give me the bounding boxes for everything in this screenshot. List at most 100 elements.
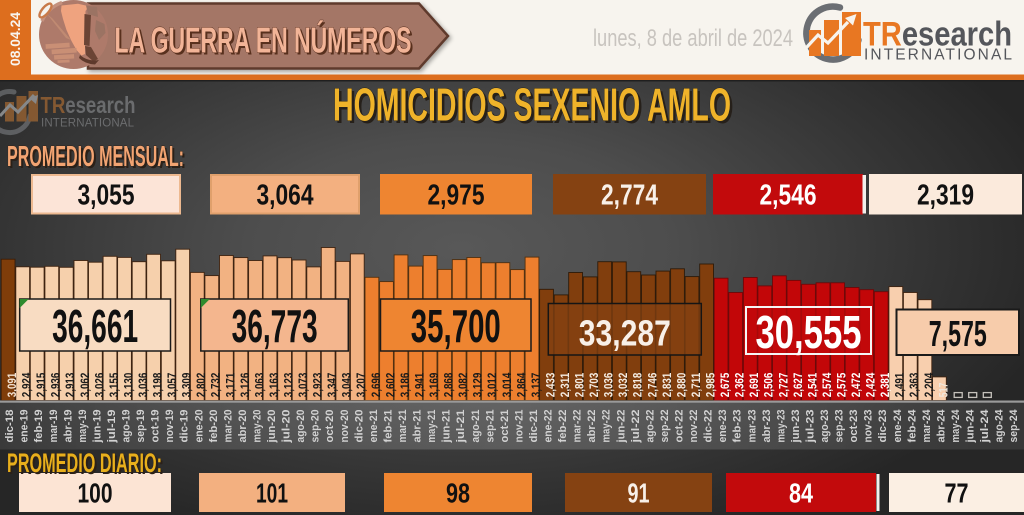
svg-text:3,073: 3,073 xyxy=(296,373,310,398)
svg-text:jun-21: jun-21 xyxy=(441,409,453,444)
svg-text:feb-19: feb-19 xyxy=(33,410,45,443)
svg-text:7,575: 7,575 xyxy=(929,313,987,354)
svg-text:2,802: 2,802 xyxy=(194,373,208,398)
svg-text:2,311: 2,311 xyxy=(558,373,572,398)
svg-text:2,924: 2,924 xyxy=(20,373,34,398)
svg-text:ago-20: ago-20 xyxy=(295,410,307,443)
svg-text:abr-23: abr-23 xyxy=(761,410,773,443)
svg-text:35,700: 35,700 xyxy=(411,300,501,352)
svg-text:84: 84 xyxy=(789,477,814,508)
svg-text:3,155: 3,155 xyxy=(107,373,121,398)
svg-text:LA GUERRA EN NÚMEROS: LA GUERRA EN NÚMEROS xyxy=(117,21,414,63)
svg-text:HOMICIDIOS SEXENIO AMLO: HOMICIDIOS SEXENIO AMLO xyxy=(333,79,731,131)
svg-text:PROMEDIO MENSUAL:: PROMEDIO MENSUAL: xyxy=(9,143,186,175)
svg-text:may-23: may-23 xyxy=(775,410,787,443)
svg-text:TResearch: TResearch xyxy=(41,92,136,118)
svg-text:PROMEDIO MENSUAL:: PROMEDIO MENSUAL: xyxy=(7,141,184,173)
svg-text:2,868: 2,868 xyxy=(442,373,456,398)
svg-text:101: 101 xyxy=(256,477,288,508)
svg-text:100: 100 xyxy=(78,477,113,508)
svg-text:2,774: 2,774 xyxy=(601,180,658,212)
svg-text:ago-24: ago-24 xyxy=(994,409,1006,443)
svg-text:abr-21: abr-21 xyxy=(412,409,424,443)
svg-text:jul-24: jul-24 xyxy=(979,409,991,444)
svg-text:2,975: 2,975 xyxy=(428,180,485,212)
svg-text:2,627: 2,627 xyxy=(791,373,805,398)
svg-text:oct-22: oct-22 xyxy=(674,410,686,443)
svg-text:2,864: 2,864 xyxy=(514,373,528,398)
svg-text:3,064: 3,064 xyxy=(257,180,314,212)
svg-text:ago-21: ago-21 xyxy=(470,409,482,443)
svg-text:dic-21: dic-21 xyxy=(528,409,540,443)
svg-text:jun-22: jun-22 xyxy=(615,410,627,444)
svg-text:ago-22: ago-22 xyxy=(644,410,656,443)
svg-text:3,129: 3,129 xyxy=(471,373,485,398)
svg-text:2,491: 2,491 xyxy=(893,373,907,398)
svg-text:3,091: 3,091 xyxy=(5,373,19,398)
svg-text:3,198: 3,198 xyxy=(151,373,165,398)
svg-text:3,082: 3,082 xyxy=(456,373,470,398)
svg-text:feb-23: feb-23 xyxy=(732,410,744,443)
svg-text:feb-22: feb-22 xyxy=(557,410,569,443)
svg-text:dic-20: dic-20 xyxy=(353,410,365,443)
svg-text:jul-20: jul-20 xyxy=(281,410,293,444)
svg-text:3,309: 3,309 xyxy=(180,373,194,398)
svg-text:ene-23: ene-23 xyxy=(717,410,729,443)
svg-text:3,014: 3,014 xyxy=(500,373,514,398)
svg-text:3,347: 3,347 xyxy=(325,373,339,398)
svg-text:abr-24: abr-24 xyxy=(935,409,947,443)
svg-text:98: 98 xyxy=(446,477,470,508)
svg-text:36,773: 36,773 xyxy=(232,300,318,352)
svg-text:2,923: 2,923 xyxy=(311,373,325,398)
svg-text:dic-22: dic-22 xyxy=(703,410,715,443)
svg-text:sep-21: sep-21 xyxy=(484,409,496,443)
svg-text:sep-22: sep-22 xyxy=(659,410,671,443)
svg-text:nov-20: nov-20 xyxy=(339,410,351,443)
svg-text:2,433: 2,433 xyxy=(543,373,557,398)
svg-text:3,036: 3,036 xyxy=(136,373,150,398)
svg-text:2,936: 2,936 xyxy=(49,373,63,398)
svg-text:ago-23: ago-23 xyxy=(819,410,831,443)
svg-text:2,985: 2,985 xyxy=(704,373,718,398)
svg-text:2,575: 2,575 xyxy=(835,373,849,398)
svg-text:3,126: 3,126 xyxy=(238,373,252,398)
svg-text:dic-18: dic-18 xyxy=(4,410,16,443)
svg-text:2,363: 2,363 xyxy=(907,373,921,398)
svg-text:jul-21: jul-21 xyxy=(455,409,467,444)
svg-text:2,880: 2,880 xyxy=(674,373,688,398)
svg-text:3,055: 3,055 xyxy=(78,180,135,212)
svg-text:sep-24: sep-24 xyxy=(1008,409,1020,443)
svg-text:oct-20: oct-20 xyxy=(324,410,336,443)
svg-text:2,746: 2,746 xyxy=(645,373,659,398)
svg-text:2,915: 2,915 xyxy=(34,373,48,398)
svg-text:oct-23: oct-23 xyxy=(848,410,860,443)
svg-text:2,913: 2,913 xyxy=(63,373,77,398)
svg-text:mar-20: mar-20 xyxy=(222,410,234,443)
svg-text:2,362: 2,362 xyxy=(733,373,747,398)
svg-text:nov-23: nov-23 xyxy=(863,410,875,443)
svg-text:INTERNATIONAL: INTERNATIONAL xyxy=(864,47,1012,64)
svg-text:77: 77 xyxy=(945,478,969,509)
svg-text:2,801: 2,801 xyxy=(573,373,587,398)
svg-text:2,472: 2,472 xyxy=(849,373,863,398)
svg-text:3,026: 3,026 xyxy=(92,373,106,398)
svg-text:2,546: 2,546 xyxy=(760,180,817,212)
svg-text:2,574: 2,574 xyxy=(820,373,834,398)
svg-text:3,186: 3,186 xyxy=(398,373,412,398)
svg-text:3,130: 3,130 xyxy=(121,373,135,398)
svg-text:mar-21: mar-21 xyxy=(397,409,409,443)
svg-text:33,287: 33,287 xyxy=(579,313,671,354)
svg-text:sep-23: sep-23 xyxy=(834,410,846,443)
svg-text:ene-21: ene-21 xyxy=(368,409,380,443)
svg-text:jul-22: jul-22 xyxy=(630,410,642,444)
svg-text:jul-23: jul-23 xyxy=(805,410,817,444)
svg-text:08.04.24: 08.04.24 xyxy=(7,12,23,66)
svg-text:2,424: 2,424 xyxy=(864,373,878,398)
svg-text:PROMEDIO DIARIO:: PROMEDIO DIARIO: xyxy=(7,448,162,478)
svg-text:feb-21: feb-21 xyxy=(383,409,395,443)
svg-text:36,661: 36,661 xyxy=(52,300,138,352)
svg-text:dic-23: dic-23 xyxy=(877,410,889,443)
svg-text:abr-20: abr-20 xyxy=(237,410,249,443)
svg-text:30,555: 30,555 xyxy=(756,306,862,358)
svg-text:3,169: 3,169 xyxy=(427,373,441,398)
